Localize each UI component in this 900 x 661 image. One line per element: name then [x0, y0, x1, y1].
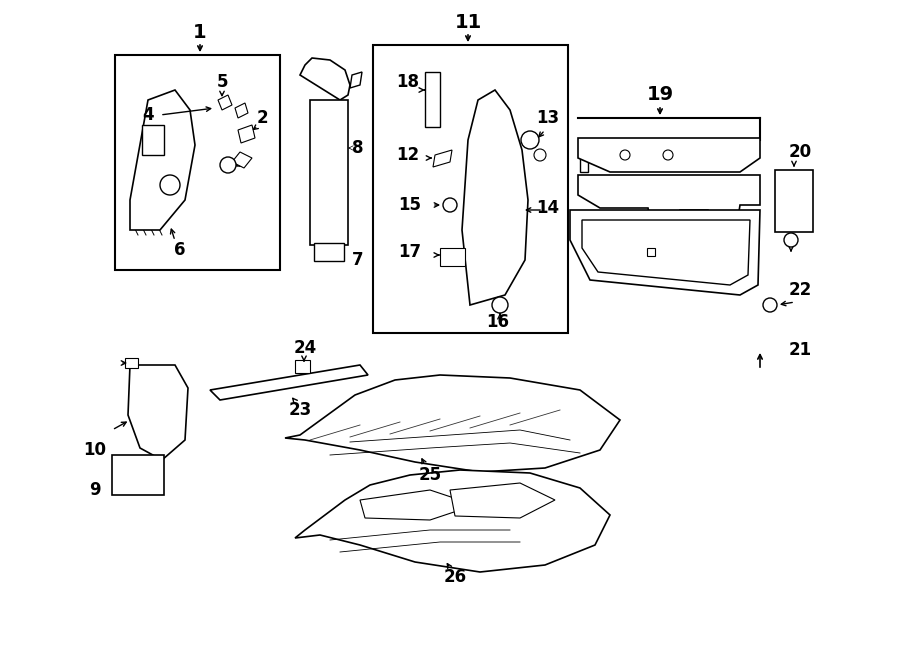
Polygon shape [210, 365, 368, 400]
Polygon shape [578, 175, 760, 218]
Polygon shape [130, 90, 195, 230]
Polygon shape [125, 358, 138, 368]
Polygon shape [450, 483, 555, 518]
Bar [440, 248, 465, 266]
Text: 22: 22 [788, 281, 812, 299]
Text: 18: 18 [397, 73, 419, 91]
Polygon shape [235, 103, 248, 118]
Bar [310, 100, 348, 245]
Polygon shape [433, 150, 452, 167]
Text: 7: 7 [352, 251, 364, 269]
Text: 14: 14 [536, 199, 560, 217]
Bar [115, 55, 280, 270]
Circle shape [663, 150, 673, 160]
Text: 3: 3 [236, 153, 248, 171]
Circle shape [492, 297, 508, 313]
Polygon shape [238, 125, 255, 143]
Text: 19: 19 [646, 85, 673, 104]
Text: 11: 11 [454, 13, 482, 32]
Bar [142, 125, 164, 155]
Text: 8: 8 [352, 139, 364, 157]
Polygon shape [218, 95, 232, 110]
Polygon shape [350, 72, 362, 88]
Polygon shape [300, 58, 350, 100]
Polygon shape [578, 138, 760, 172]
Text: 6: 6 [175, 241, 185, 259]
Text: 9: 9 [89, 481, 101, 499]
Bar [647, 248, 655, 256]
Text: 20: 20 [788, 143, 812, 161]
Circle shape [160, 175, 180, 195]
Circle shape [620, 150, 630, 160]
Polygon shape [295, 360, 310, 373]
Polygon shape [462, 90, 528, 305]
Text: 5: 5 [216, 73, 228, 91]
Text: 17: 17 [399, 243, 421, 261]
Bar [112, 455, 164, 495]
Polygon shape [570, 210, 760, 295]
Text: 10: 10 [84, 441, 106, 459]
Circle shape [443, 198, 457, 212]
Polygon shape [582, 220, 750, 285]
Bar [775, 170, 813, 232]
Text: 1: 1 [194, 22, 207, 42]
Circle shape [784, 233, 798, 247]
Text: 2: 2 [256, 109, 268, 127]
Text: 16: 16 [487, 313, 509, 331]
Bar [373, 45, 568, 333]
Circle shape [220, 157, 236, 173]
Polygon shape [360, 490, 475, 520]
Text: 23: 23 [288, 401, 311, 419]
Text: 12: 12 [396, 146, 419, 164]
Text: 15: 15 [399, 196, 421, 214]
Bar [425, 72, 440, 127]
Text: 26: 26 [444, 568, 466, 586]
Circle shape [521, 131, 539, 149]
Text: 25: 25 [418, 466, 442, 484]
Circle shape [763, 298, 777, 312]
Text: 13: 13 [536, 109, 560, 127]
Text: 4: 4 [142, 106, 154, 124]
Polygon shape [128, 365, 188, 460]
Circle shape [534, 149, 546, 161]
Bar [314, 243, 344, 261]
Polygon shape [295, 470, 610, 572]
Text: 24: 24 [293, 339, 317, 357]
Polygon shape [232, 152, 252, 168]
Polygon shape [285, 375, 620, 472]
Polygon shape [580, 152, 588, 172]
Text: 21: 21 [788, 341, 812, 359]
